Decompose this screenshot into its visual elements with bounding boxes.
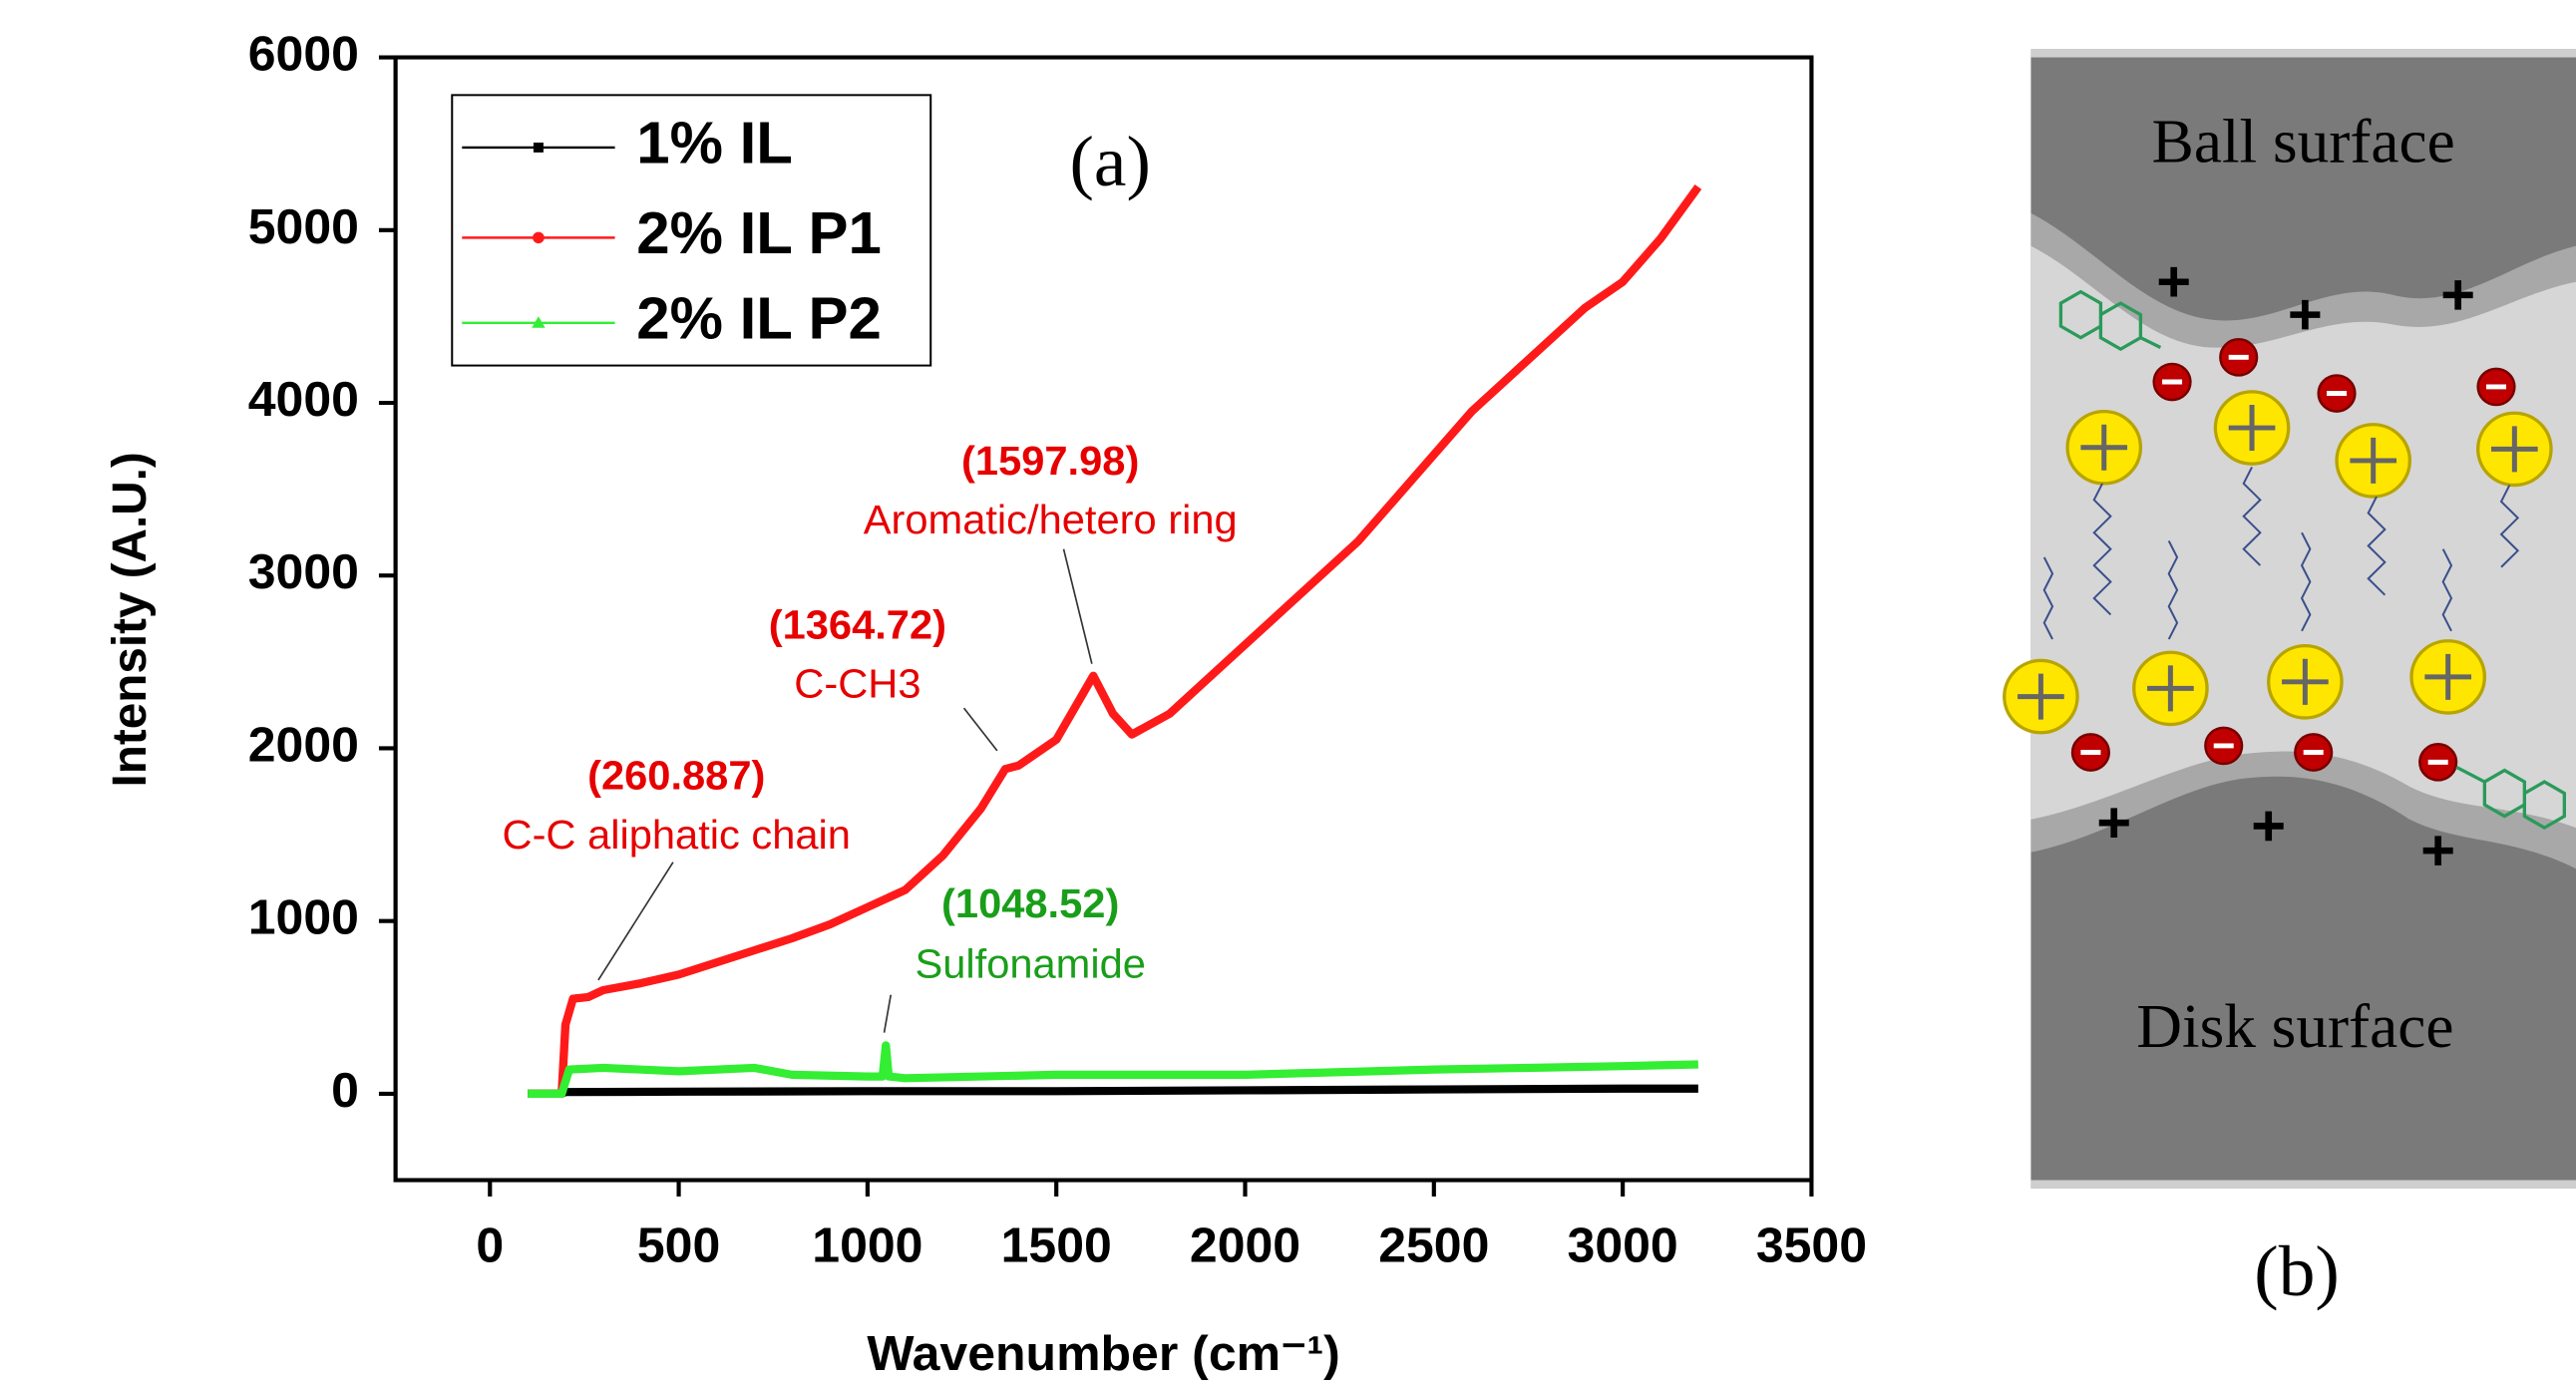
annotation-value: (260.887): [587, 753, 765, 799]
annotation-leader: [598, 863, 673, 980]
y-tick-label: 1000: [248, 889, 359, 945]
annotation-label: C-C aliphatic chain: [502, 812, 850, 858]
x-tick-label: 3000: [1568, 1217, 1678, 1273]
panel-label: (a): [1070, 121, 1151, 200]
bottom-label: Disk surface: [2136, 991, 2453, 1061]
data-line: [528, 1089, 1698, 1094]
legend-label: 2% IL P1: [636, 199, 882, 266]
legend-label: 1% IL: [636, 110, 793, 176]
panel-label: (b): [2254, 1230, 2339, 1310]
x-tick-label: 500: [637, 1217, 720, 1273]
annotation-label: Aromatic/hetero ring: [864, 497, 1238, 542]
figure: (a) Wavenumber (cm⁻¹) Intensity (A.U.) 0…: [0, 0, 2576, 1385]
x-tick-label: 2500: [1378, 1217, 1489, 1273]
chart: (a) Wavenumber (cm⁻¹) Intensity (A.U.) 0…: [104, 26, 1867, 1381]
edge: [2030, 1181, 2576, 1189]
annotation-label: Sulfonamide: [915, 941, 1145, 987]
x-tick-label: 2000: [1190, 1217, 1300, 1273]
y-tick-label: 5000: [248, 198, 359, 254]
diagram-panel: Ball surface Disk surface (b): [2005, 49, 2576, 1310]
top-label: Ball surface: [2152, 107, 2455, 176]
legend-marker: [534, 143, 544, 153]
annotation-value: (1364.72): [769, 602, 946, 648]
legend-marker: [533, 232, 545, 244]
annotation-leader: [964, 708, 997, 751]
y-axis-title: Intensity (A.U.): [104, 452, 157, 787]
x-tick-label: 1000: [812, 1217, 922, 1273]
annotation-leader: [885, 995, 892, 1033]
y-tick-label: 6000: [248, 26, 359, 82]
y-tick-label: 2000: [248, 717, 359, 773]
y-tick-label: 3000: [248, 544, 359, 600]
x-tick-label: 1500: [1001, 1217, 1112, 1273]
x-tick-label: 0: [476, 1217, 504, 1273]
annotation-value: (1048.52): [941, 880, 1119, 926]
y-tick-label: 0: [331, 1062, 359, 1118]
annotation-value: (1597.98): [961, 438, 1139, 484]
x-tick-label: 3500: [1756, 1217, 1867, 1273]
y-tick-label: 4000: [248, 371, 359, 427]
x-axis-title: Wavenumber (cm⁻¹): [867, 1325, 1339, 1381]
annotation-leader: [1064, 549, 1092, 664]
legend-label: 2% IL P2: [636, 285, 882, 352]
edge: [2030, 49, 2576, 57]
annotation-label: C-CH3: [794, 661, 920, 707]
